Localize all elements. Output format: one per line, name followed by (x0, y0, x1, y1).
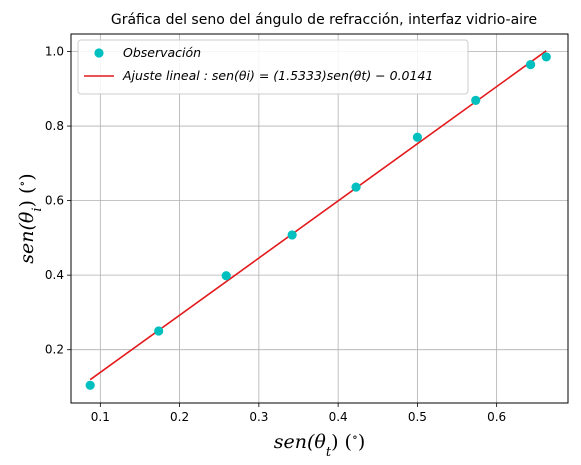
legend-box (77, 39, 469, 95)
x-tick-label: 0.5 (408, 410, 427, 424)
data-point (287, 230, 297, 240)
y-tick-label: 1.0 (45, 45, 64, 59)
fit-line (89, 50, 547, 381)
y-tick-label: 0.6 (45, 194, 64, 208)
legend-marker-observacion (94, 48, 104, 58)
chart-title: Gráfica del seno del ángulo de refracció… (111, 12, 537, 28)
legend-label-ajuste: Ajuste lineal : sen(θi) = (1.5333)sen(θt… (122, 68, 433, 83)
y-axis-label: sen(θi) (∘) (15, 173, 45, 263)
legend: Observación Ajuste lineal : sen(θi) = (1.… (77, 39, 469, 95)
x-tick-label: 0.4 (329, 410, 348, 424)
x-tick-label: 0.1 (91, 410, 110, 424)
data-point (412, 132, 422, 142)
y-tick-label: 0.8 (45, 119, 64, 133)
y-tick-label: 0.4 (45, 268, 64, 282)
x-tick-label: 0.3 (249, 410, 268, 424)
data-point (525, 60, 536, 70)
axes-frame (70, 33, 569, 404)
data-point (221, 271, 231, 281)
plot-area (85, 50, 551, 390)
data-point (154, 326, 164, 336)
data-point (541, 52, 551, 62)
ticks: 0.1 0.2 0.3 0.4 0.5 0.6 0.2 0.4 0.6 0.8 1.0 (45, 45, 506, 424)
y-tick-label: 0.2 (45, 343, 64, 357)
data-point (351, 182, 361, 192)
data-point (471, 95, 481, 105)
legend-label-observacion: Observación (123, 45, 201, 60)
data-point (85, 380, 95, 390)
x-axis-label: sen(θt) (∘) (274, 430, 366, 460)
x-tick-label: 0.6 (487, 410, 506, 424)
x-tick-label: 0.2 (170, 410, 189, 424)
